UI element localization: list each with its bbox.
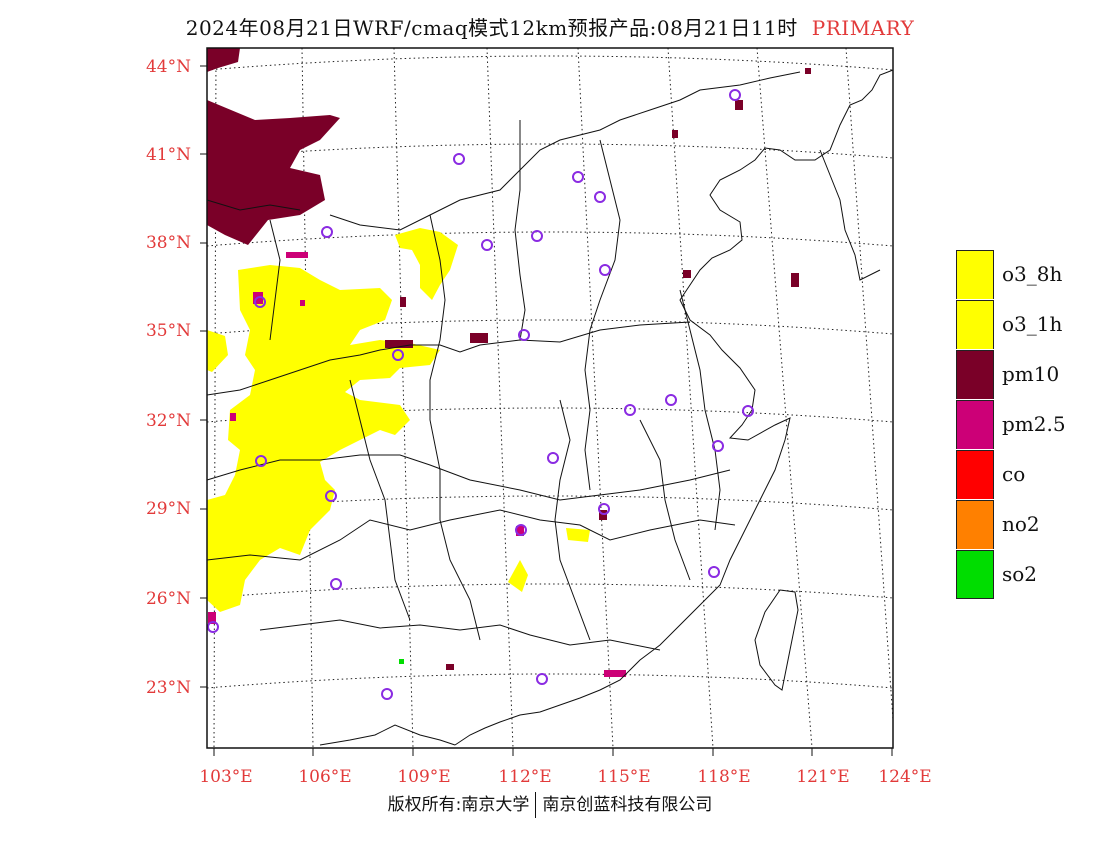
title-text: 2024年08月21日WRF/cmaq模式12km预报产品:08月21日11时 [185, 16, 798, 40]
latitude-labels: 44°N 41°N 38°N 35°N 32°N 29°N 26°N 23°N [146, 57, 191, 698]
lon-label-109: 109°E [397, 767, 450, 787]
longitude-labels: 103°E 106°E 109°E 112°E 115°E 118°E 121°… [199, 767, 931, 787]
map-title: 2024年08月21日WRF/cmaq模式12km预报产品:08月21日11时 P… [0, 12, 1100, 41]
legend: o3_8h o3_1h pm10 pm2.5 co no2 so2 [956, 249, 1066, 599]
legend-swatch [956, 399, 994, 449]
lat-label-26: 26°N [146, 589, 191, 609]
lat-label-29: 29°N [146, 499, 191, 519]
legend-swatch [956, 449, 994, 499]
copyright-footer: 版权所有:南京大学 南京创蓝科技有限公司 [0, 790, 1100, 818]
legend-swatch [956, 549, 994, 599]
legend-swatch [956, 249, 994, 299]
legend-label: co [1002, 462, 1026, 486]
lat-label-44: 44°N [146, 57, 191, 77]
city-markers [207, 89, 754, 700]
lat-label-41: 41°N [146, 145, 191, 165]
legend-item-no2: no2 [956, 499, 1066, 549]
lon-label-106: 106°E [298, 767, 351, 787]
lat-label-32: 32°N [146, 411, 191, 431]
lat-label-38: 38°N [146, 233, 191, 253]
lon-label-112: 112°E [498, 767, 551, 787]
legend-swatch [956, 349, 994, 399]
legend-label: pm2.5 [1002, 412, 1066, 436]
lon-label-118: 118°E [697, 767, 750, 787]
lon-label-121: 121°E [796, 767, 849, 787]
legend-label: o3_1h [1002, 312, 1063, 336]
graticule [206, 47, 894, 749]
longitude-ticks [213, 748, 893, 756]
legend-item-so2: so2 [956, 549, 1066, 599]
copyright-right: 南京创蓝科技有限公司 [542, 795, 713, 815]
o3-region [207, 228, 590, 612]
lat-label-35: 35°N [146, 321, 191, 341]
lon-label-115: 115°E [597, 767, 650, 787]
pm10-patches [385, 68, 811, 670]
legend-item-o3-8h: o3_8h [956, 249, 1066, 299]
legend-label: o3_8h [1002, 262, 1063, 286]
lat-label-23: 23°N [146, 678, 191, 698]
legend-label: no2 [1002, 512, 1040, 536]
so2-patch [399, 659, 404, 664]
copyright-left: 版权所有:南京大学 [387, 795, 530, 815]
legend-label: pm10 [1002, 362, 1060, 386]
lon-label-103: 103°E [199, 767, 252, 787]
primary-tag: PRIMARY [811, 16, 915, 40]
legend-item-co: co [956, 449, 1066, 499]
boundaries [206, 69, 894, 746]
latitude-ticks [200, 65, 207, 688]
legend-item-o3-1h: o3_1h [956, 299, 1066, 349]
legend-item-pm25: pm2.5 [956, 399, 1066, 449]
map-frame [206, 47, 894, 749]
legend-swatch [956, 499, 994, 549]
legend-item-pm10: pm10 [956, 349, 1066, 399]
legend-label: so2 [1002, 562, 1038, 586]
pm10-region-north [207, 48, 340, 245]
legend-swatch [956, 299, 994, 349]
lon-label-124: 124°E [878, 767, 931, 787]
footer-divider [535, 792, 537, 818]
